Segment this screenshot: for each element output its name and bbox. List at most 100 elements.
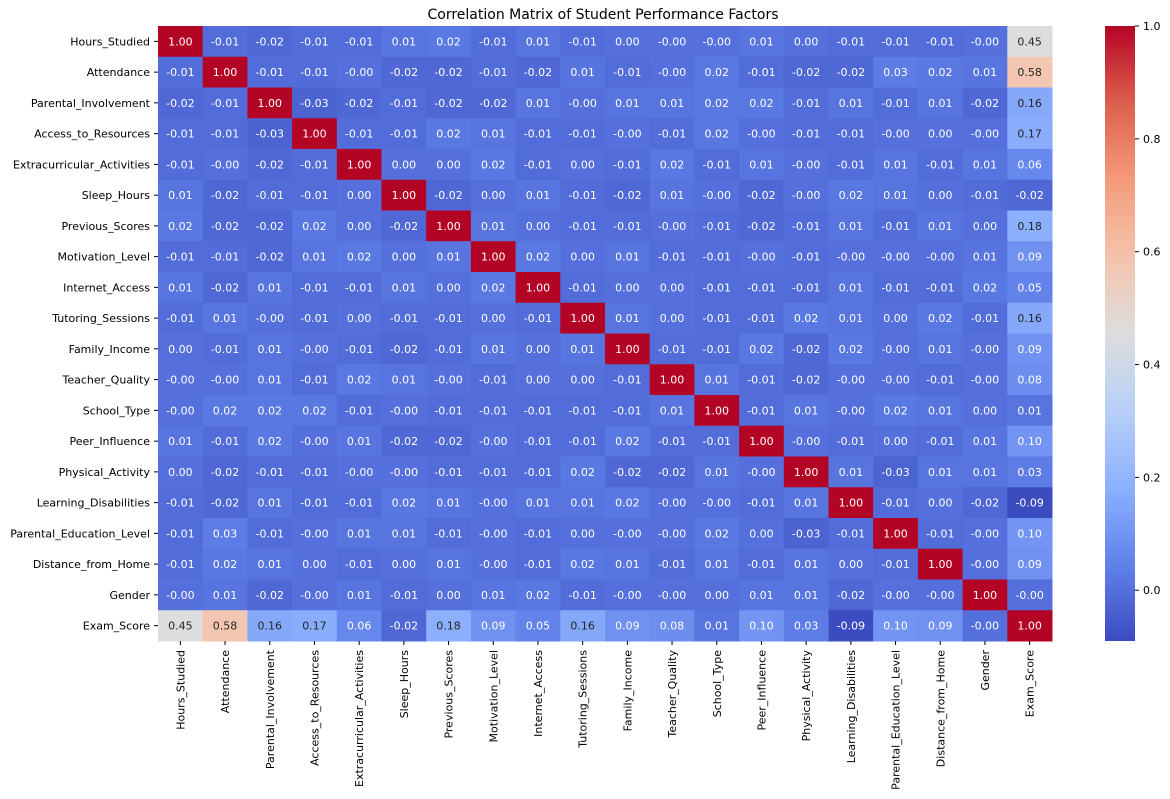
cell-value-label: 0.58 [1017, 66, 1042, 79]
cell-value-label: -0.01 [658, 128, 686, 141]
heatmap-cell [426, 487, 472, 519]
cell-value-label: -0.01 [479, 374, 507, 387]
heatmap-cell [381, 26, 427, 58]
cell-value-label: -0.02 [837, 66, 865, 79]
cell-value-label: 0.01 [660, 97, 685, 110]
heatmap-cell [292, 241, 338, 273]
cell-value-label: 1.00 [883, 527, 908, 540]
heatmap-cell [694, 210, 740, 242]
cell-value-label: -0.01 [479, 35, 507, 48]
cell-value-label: 0.01 [347, 527, 372, 540]
heatmap-cell [515, 487, 561, 519]
cell-value-label: 0.08 [1017, 374, 1042, 387]
colorbar: 0.0 0.2 0.4 0.6 0.8 1.0 [1105, 20, 1161, 641]
cell-value-label: 0.01 [615, 558, 640, 571]
heatmap-cell [470, 579, 517, 611]
cell-value-label: -0.01 [747, 558, 775, 571]
heatmap-cell [515, 425, 561, 457]
cell-value-label: -0.00 [658, 589, 686, 602]
cell-value-label: 0.01 [615, 312, 640, 325]
cell-value-label: 0.00 [570, 158, 595, 171]
heatmap-cell [828, 241, 874, 273]
heatmap-cell [381, 87, 427, 119]
y-tick-label: Teacher_Quality [62, 374, 151, 387]
cell-value-label: 0.01 [347, 589, 372, 602]
cell-value-label: 0.16 [1017, 312, 1042, 325]
cell-value-label: 0.00 [660, 312, 685, 325]
cell-value-label: -0.01 [792, 97, 820, 110]
heatmap-cell [247, 241, 293, 273]
heatmap-cell [247, 302, 293, 334]
heatmap-cell [605, 26, 651, 58]
cell-value-label: 0.45 [1017, 35, 1042, 48]
cell-value-label: 0.10 [1017, 435, 1042, 448]
heatmap-cell [247, 610, 293, 642]
heatmap-cell [694, 364, 740, 396]
cell-value-label: -0.01 [747, 66, 775, 79]
cell-value-label: -0.01 [434, 466, 462, 479]
cell-value-label: 0.17 [1017, 128, 1042, 141]
cell-value-label: -0.01 [166, 128, 194, 141]
cell-value-label: 1.00 [928, 558, 953, 571]
heatmap-cell [783, 26, 829, 58]
heatmap-cell [247, 87, 293, 119]
heatmap-cell [873, 548, 919, 580]
y-axis-tick-labels: Hours_Studied Attendance Parental_Involvem… [10, 35, 158, 633]
x-tick-label: Sleep_Hours [398, 650, 411, 719]
y-tick-label: Hours_Studied [70, 35, 150, 48]
heatmap-cell [292, 179, 338, 211]
cell-value-label: -0.02 [1015, 189, 1043, 202]
cell-value-label: 0.01 [705, 374, 730, 387]
cell-value-label: -0.00 [345, 66, 373, 79]
heatmap-cell [739, 425, 785, 457]
heatmap-cell [605, 333, 651, 365]
cell-value-label: 0.02 [481, 158, 506, 171]
heatmap-cell [292, 87, 338, 119]
cell-value-label: -0.00 [971, 343, 999, 356]
heatmap-cell [783, 87, 829, 119]
heatmap-cell [694, 241, 740, 273]
cell-value-label: 0.01 [168, 281, 193, 294]
heatmap-cell [515, 26, 561, 58]
heatmap-cell [426, 395, 472, 427]
heatmap-cell [917, 518, 964, 550]
cell-value-label: -0.01 [166, 527, 194, 540]
cell-value-label: -0.01 [703, 435, 731, 448]
cell-value-label: 1.00 [839, 497, 864, 510]
cell-value-label: -0.01 [971, 312, 999, 325]
heatmap-cell [962, 487, 1008, 519]
cell-value-label: 0.09 [1017, 558, 1042, 571]
cell-value-label: -0.09 [1015, 497, 1043, 510]
cell-value-label: 1.00 [705, 404, 730, 417]
heatmap-cell [962, 518, 1008, 550]
heatmap-cell [470, 87, 517, 119]
heatmap-cell [962, 425, 1008, 457]
cell-value-label: -0.00 [926, 251, 954, 264]
cell-value-label: 1.00 [570, 312, 595, 325]
heatmap-cell [247, 487, 293, 519]
heatmap-cell [381, 241, 427, 273]
heatmap-cell [470, 302, 517, 334]
heatmap-cell [336, 364, 382, 396]
cell-value-label: -0.02 [434, 435, 462, 448]
cell-value-label: 0.02 [883, 404, 908, 417]
heatmap-cell [739, 518, 785, 550]
cell-value-label: 0.02 [392, 497, 417, 510]
colorbar-tick-label: 0.8 [1143, 133, 1161, 146]
heatmap-cell [158, 579, 204, 611]
cell-value-label: 0.02 [347, 251, 372, 264]
heatmap-cell [158, 56, 204, 88]
heatmap-cell [1007, 518, 1053, 550]
cell-value-label: -0.01 [703, 281, 731, 294]
cell-value-label: -0.00 [747, 128, 775, 141]
cell-value-label: -0.00 [703, 35, 731, 48]
heatmap-cell [694, 179, 740, 211]
cell-value-label: 0.01 [928, 97, 953, 110]
heatmap-cell [649, 272, 695, 304]
cell-value-label: 0.17 [302, 620, 327, 633]
cell-value-label: 0.01 [392, 374, 417, 387]
x-tick-label: Access_to_Resources [308, 650, 321, 766]
cell-value-label: 1.00 [660, 374, 685, 387]
heatmap-cell [202, 610, 248, 642]
cell-value-label: 0.10 [749, 620, 774, 633]
